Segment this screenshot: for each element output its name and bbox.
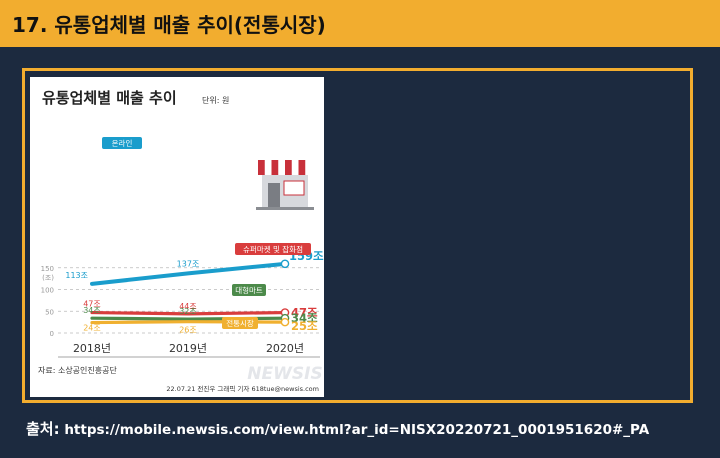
y-tick-label: 0: [50, 330, 54, 338]
y-tick-label: 50: [45, 308, 54, 316]
chart-unit: 단위: 원: [202, 95, 229, 105]
series-line: [90, 261, 287, 286]
data-label: 47조: [291, 306, 318, 320]
y-tick-label: 100: [41, 287, 54, 295]
data-label: 44조: [179, 302, 197, 311]
data-label: 34조: [291, 311, 318, 325]
legend-tag: [235, 243, 311, 255]
source-line: 출처: https://mobile.newsis.com/view.html?…: [26, 418, 649, 439]
data-label: 113조: [65, 271, 88, 280]
store-icon-window: [283, 180, 305, 196]
chart-source: 자료: 소상공인진흥공단: [38, 365, 117, 375]
store-icon-stripe: [278, 160, 285, 175]
store-icon-door: [268, 183, 280, 207]
data-label: 34조: [83, 306, 101, 315]
y-axis-unit: (조): [42, 274, 54, 282]
source-label: 출처:: [26, 420, 60, 438]
watermark: NEWSIS: [247, 364, 322, 384]
x-tick-label: 2018년: [73, 342, 111, 355]
series-end-marker: [280, 259, 290, 269]
x-tick-label: 2020년: [266, 342, 304, 355]
legend-label: 전통시장: [226, 318, 254, 328]
legend-label: 대형마트: [235, 286, 263, 295]
data-label: 137조: [177, 259, 200, 268]
data-label: 26조: [179, 326, 197, 335]
chart-card: 유통업체별 매출 추이 단위: 원 0 50 100 150 (조) 2018년 2019년 20…: [30, 77, 324, 397]
y-tick-label: 150: [41, 265, 54, 273]
data-label: 47조: [83, 300, 101, 309]
store-icon-base: [256, 207, 314, 210]
source-url[interactable]: https://mobile.newsis.com/view.html?ar_i…: [64, 422, 650, 438]
store-icon-stripe: [291, 160, 299, 175]
data-label: 25조: [291, 319, 318, 333]
legend-label: 슈퍼마켓 및 잡화점: [243, 244, 303, 254]
store-icon-stripe: [264, 160, 272, 175]
legend-tag: [222, 317, 258, 329]
legend-tag: [232, 284, 266, 296]
chart-title: 유통업체별 매출 추이: [42, 89, 177, 107]
slide-title: 17. 유통업체별 매출 추이(전통시장): [12, 13, 326, 37]
data-label: 24조: [83, 324, 101, 333]
store-icon-stripe: [305, 160, 312, 175]
chart-credit: 22.07.21 전진우 그래픽 기자 618tue@newsis.com: [166, 384, 319, 393]
series-end-marker: [280, 317, 290, 327]
legend-label: 온라인: [112, 138, 133, 148]
line-chart: 유통업체별 매출 추이 단위: 원 0 50 100 150(조) 2018년 2019년 20…: [38, 89, 324, 393]
legend-tag: [102, 137, 142, 149]
data-label: 32조: [179, 307, 197, 316]
series-line: [90, 310, 287, 316]
slide-header: 17. 유통업체별 매출 추이(전통시장): [0, 0, 720, 47]
x-tick-label: 2019년: [169, 342, 207, 355]
